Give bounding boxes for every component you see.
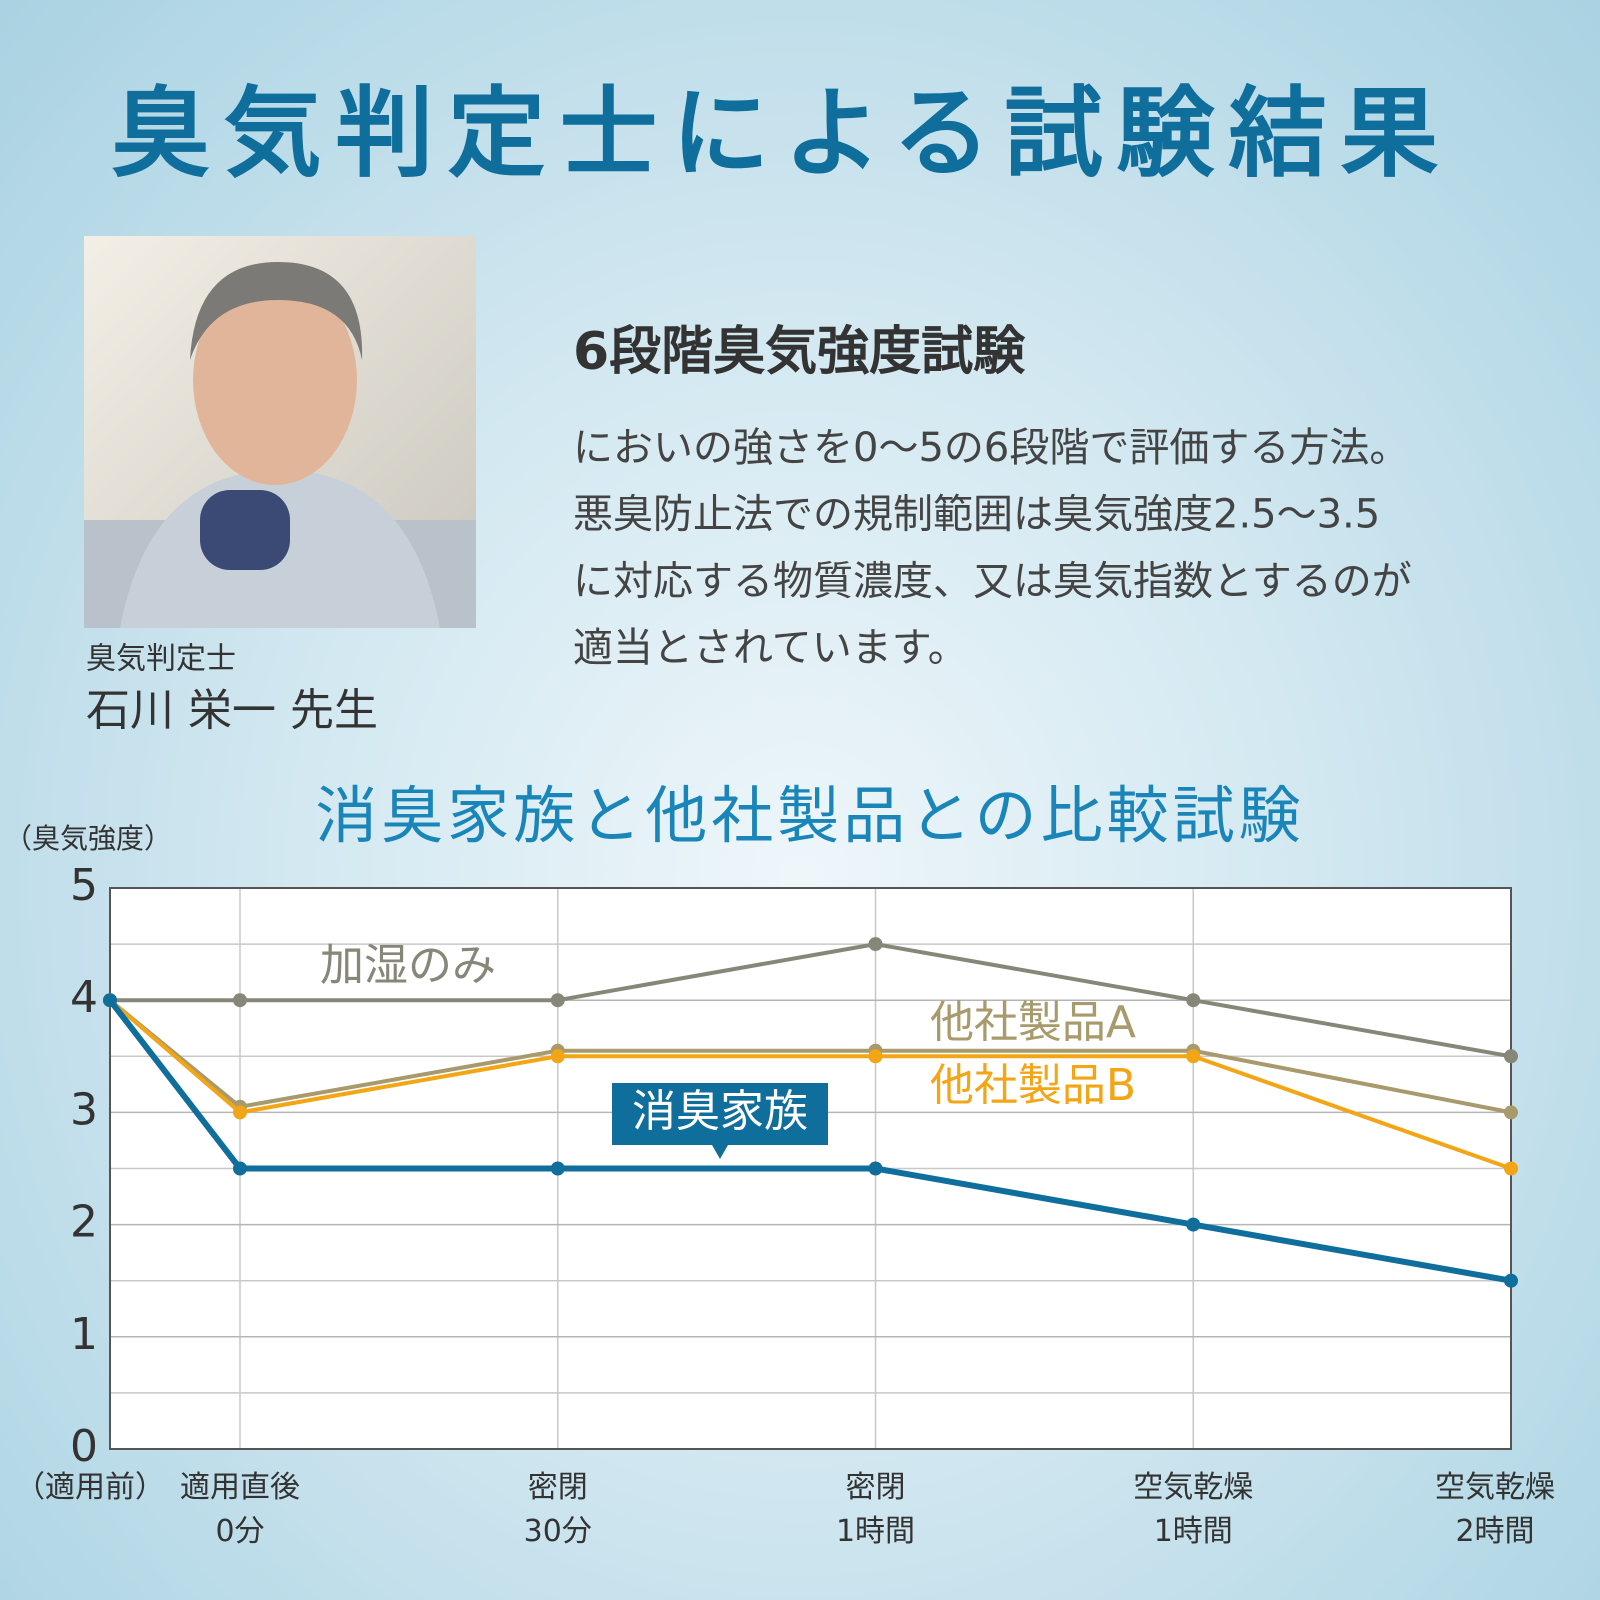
label-callout bbox=[612, 1083, 828, 1159]
series-line bbox=[110, 942, 1512, 1059]
x-tick-label: （適用前） bbox=[15, 1470, 165, 1505]
y-tick-label: 4 bbox=[70, 972, 98, 1023]
data-point bbox=[1504, 1049, 1518, 1064]
data-point bbox=[103, 993, 117, 1008]
data-point bbox=[1504, 1161, 1518, 1176]
series-label: 他社製品A bbox=[930, 997, 1136, 1048]
description: においの強さを0〜5の6段階で評価する方法。悪臭防止法での規制範囲は臭気強度2.… bbox=[573, 425, 1412, 671]
y-tick-label: 2 bbox=[70, 1197, 98, 1248]
series-label: 加湿のみ bbox=[320, 940, 496, 991]
data-point bbox=[868, 937, 883, 952]
series-line bbox=[107, 998, 1512, 1284]
y-tick-label: 3 bbox=[70, 1084, 98, 1135]
chart-title: 消臭家族と他社製品との比較試験 bbox=[315, 779, 1304, 852]
portrait-photo bbox=[84, 236, 476, 628]
profile-role: 臭気判定士 bbox=[86, 642, 236, 677]
y-tick-label: 1 bbox=[70, 1309, 98, 1360]
x-tick-label: 密閉 1時間 bbox=[835, 1470, 916, 1549]
data-point bbox=[1504, 1273, 1518, 1288]
series-label: 消臭家族 bbox=[632, 1086, 808, 1137]
data-point bbox=[1504, 1105, 1518, 1120]
data-point bbox=[1186, 1049, 1201, 1064]
x-tick-label: 密閉 30分 bbox=[523, 1470, 592, 1549]
description-line: においの強さを0〜5の6段階で評価する方法。 bbox=[573, 425, 1409, 471]
profile-name: 石川 栄一 先生 bbox=[86, 685, 378, 736]
x-tick-label: 空気乾燥 1時間 bbox=[1133, 1470, 1254, 1549]
data-point bbox=[1186, 993, 1201, 1008]
series-line bbox=[108, 998, 1512, 1171]
data-point bbox=[233, 1105, 247, 1120]
data-point bbox=[550, 1049, 565, 1064]
data-point bbox=[233, 1161, 247, 1176]
y-tick-label: 5 bbox=[70, 860, 98, 911]
series-label: 他社製品B bbox=[930, 1060, 1136, 1111]
y-tick-label: 0 bbox=[70, 1421, 98, 1472]
x-tick-label: 空気乾燥 2時間 bbox=[1435, 1470, 1555, 1549]
page-title: 臭気判定士による試験結果 bbox=[111, 77, 1452, 191]
data-point bbox=[550, 993, 565, 1008]
data-point bbox=[1186, 1217, 1201, 1232]
data-point bbox=[233, 993, 247, 1008]
description-heading: 6段階臭気強度試験 bbox=[573, 322, 1026, 382]
description-line: 適当とされています。 bbox=[573, 625, 968, 671]
data-point bbox=[868, 1161, 883, 1176]
data-point bbox=[550, 1161, 565, 1176]
y-axis-label: （臭気強度） bbox=[4, 822, 172, 855]
description-line: 悪臭防止法での規制範囲は臭気強度2.5〜3.5 bbox=[573, 492, 1380, 538]
data-point bbox=[868, 1049, 883, 1064]
description-line: に対応する物質濃度、又は臭気指数とするのが bbox=[573, 558, 1412, 604]
x-tick-label: 適用直後 0分 bbox=[180, 1470, 300, 1549]
series-line bbox=[108, 998, 1512, 1115]
